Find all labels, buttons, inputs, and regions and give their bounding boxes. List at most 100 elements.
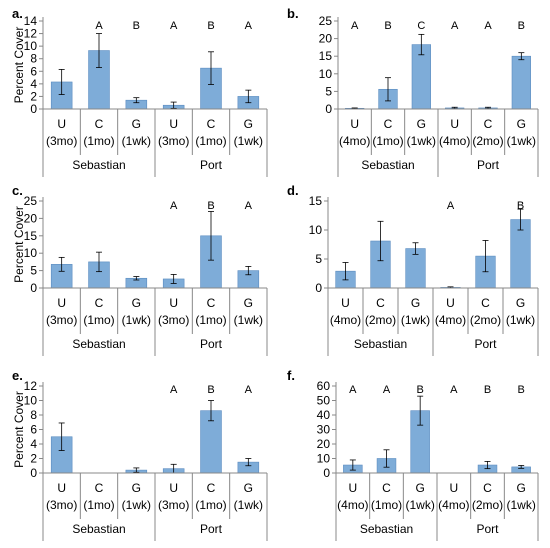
y-tick-label: 10	[317, 452, 331, 466]
y-tick-label: 50	[317, 394, 331, 408]
y-tick-label: 2	[30, 452, 37, 466]
category-sublabel: (1wk)	[122, 313, 151, 327]
category-label: C	[382, 481, 391, 495]
significance-letter: A	[95, 20, 103, 32]
y-tick-label: 20	[24, 211, 38, 225]
category-sublabel: (4mo)	[339, 134, 370, 148]
group-label: Port	[476, 522, 499, 536]
y-tick-label: 0	[323, 466, 330, 480]
category-label: G	[516, 481, 525, 495]
category-sublabel: (1mo)	[195, 134, 226, 148]
category-sublabel: (2mo)	[472, 498, 503, 512]
group-label: Sebastian	[72, 158, 125, 172]
category-label: U	[446, 296, 455, 310]
category-label: C	[481, 296, 490, 310]
category-sublabel: (3mo)	[46, 498, 77, 512]
category-sublabel: (1wk)	[506, 498, 535, 512]
category-sublabel: (1mo)	[195, 498, 226, 512]
category-label: U	[348, 481, 357, 495]
category-label: C	[95, 481, 104, 495]
category-label: G	[244, 481, 253, 495]
y-tick-label: 8	[30, 52, 37, 66]
category-sublabel: (3mo)	[46, 313, 77, 327]
y-axis-label: Percent Cover	[12, 27, 26, 104]
category-label: G	[132, 481, 141, 495]
y-tick-label: 14	[24, 14, 38, 28]
significance-letter: A	[170, 200, 178, 212]
category-label: G	[132, 117, 141, 131]
panel-label: c.	[12, 183, 23, 198]
significance-letter: A	[245, 20, 253, 32]
significance-letter: A	[349, 384, 357, 396]
category-sublabel: (1wk)	[122, 134, 151, 148]
bar	[511, 55, 531, 110]
category-sublabel: (2mo)	[472, 134, 503, 148]
category-label: C	[95, 117, 104, 131]
category-label: G	[132, 296, 141, 310]
significance-letter: A	[170, 384, 178, 396]
category-sublabel: (1wk)	[122, 498, 151, 512]
significance-letter: A	[447, 200, 455, 212]
category-sublabel: (1mo)	[83, 498, 114, 512]
category-label: C	[207, 117, 216, 131]
category-sublabel: (4mo)	[330, 313, 361, 327]
category-label: U	[341, 296, 350, 310]
y-tick-label: 8	[30, 408, 37, 422]
category-sublabel: (1wk)	[507, 134, 536, 148]
category-sublabel: (1wk)	[234, 498, 263, 512]
y-tick-label: 20	[319, 32, 333, 46]
significance-letter: B	[484, 384, 491, 396]
y-tick-label: 0	[30, 102, 37, 116]
significance-letter: B	[207, 200, 214, 212]
category-sublabel: (4mo)	[438, 498, 469, 512]
significance-letter: B	[517, 200, 524, 212]
panel-label: d.	[287, 183, 299, 198]
group-label: Sebastian	[354, 337, 407, 351]
significance-letter: C	[417, 20, 425, 32]
category-label: U	[57, 117, 66, 131]
significance-letter: A	[451, 20, 459, 32]
category-sublabel: (4mo)	[337, 498, 368, 512]
category-label: C	[483, 481, 492, 495]
group-label: Sebastian	[360, 522, 413, 536]
category-sublabel: (4mo)	[439, 134, 470, 148]
y-tick-label: 25	[24, 194, 38, 208]
y-tick-label: 5	[315, 252, 322, 266]
category-sublabel: (1wk)	[405, 498, 434, 512]
significance-letter: A	[383, 384, 391, 396]
category-sublabel: (1mo)	[83, 313, 114, 327]
y-tick-label: 10	[319, 67, 333, 81]
significance-letter: A	[170, 20, 178, 32]
y-tick-label: 5	[30, 264, 37, 278]
y-tick-label: 10	[24, 394, 38, 408]
group-label: Port	[477, 158, 500, 172]
category-label: G	[411, 296, 420, 310]
category-label: U	[449, 481, 458, 495]
significance-letter: B	[384, 20, 391, 32]
significance-letter: B	[518, 20, 525, 32]
category-sublabel: (3mo)	[158, 134, 189, 148]
y-tick-label: 12	[24, 27, 38, 41]
category-label: G	[244, 296, 253, 310]
panel-label: a.	[12, 6, 23, 21]
significance-letter: B	[207, 20, 214, 32]
group-label: Sebastian	[361, 158, 414, 172]
y-tick-label: 6	[30, 64, 37, 78]
category-label: C	[95, 296, 104, 310]
category-label: C	[207, 296, 216, 310]
category-sublabel: (1mo)	[195, 313, 226, 327]
category-sublabel: (1mo)	[83, 134, 114, 148]
group-label: Sebastian	[72, 522, 125, 536]
significance-letter: B	[416, 384, 423, 396]
category-sublabel: (1wk)	[401, 313, 430, 327]
significance-letter: A	[245, 384, 253, 396]
y-tick-label: 30	[317, 423, 331, 437]
category-label: U	[350, 117, 359, 131]
category-sublabel: (2mo)	[365, 313, 396, 327]
category-sublabel: (4mo)	[435, 313, 466, 327]
category-label: G	[517, 117, 526, 131]
y-tick-label: 2	[30, 89, 37, 103]
